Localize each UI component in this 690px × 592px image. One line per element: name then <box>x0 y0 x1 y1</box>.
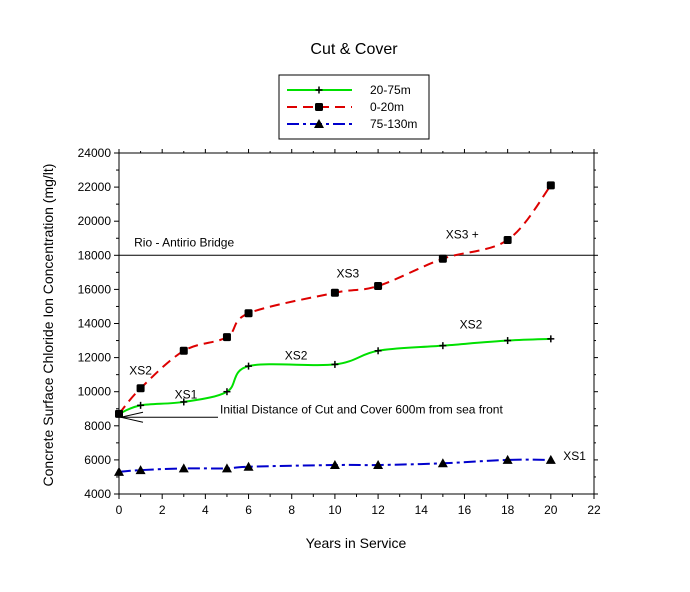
legend-entry: 0-20m <box>287 100 404 114</box>
arrow-note: Initial Distance of Cut and Cover 600m f… <box>120 402 503 423</box>
y-tick-label: 20000 <box>78 214 112 228</box>
series-20-75m <box>115 335 555 418</box>
x-tick-label: 14 <box>415 503 429 517</box>
reference-line-label: Rio - Antirio Bridge <box>134 235 234 249</box>
arrow-head <box>120 411 144 423</box>
y-tick-label: 16000 <box>78 282 112 296</box>
legend-label: 20-75m <box>370 83 411 97</box>
annotation: XS1 <box>175 388 198 402</box>
series-75-130m <box>114 454 556 476</box>
series-line <box>118 337 551 415</box>
x-axis-label: Years in Service <box>306 535 407 551</box>
annotation: XS2 <box>129 364 152 378</box>
data-point <box>137 401 145 409</box>
data-point <box>374 347 382 355</box>
data-point <box>437 458 448 468</box>
y-tick-label: 22000 <box>78 180 112 194</box>
legend-label: 0-20m <box>370 100 404 114</box>
y-tick-label: 10000 <box>78 385 112 399</box>
y-tick-label: 14000 <box>78 317 112 331</box>
data-point <box>179 346 188 355</box>
annotation: XS3 + <box>446 227 479 241</box>
series-line <box>118 458 551 473</box>
data-point <box>331 360 339 368</box>
y-axis-label: Concrete Surface Chloride Ion Concentrat… <box>40 164 56 487</box>
data-point <box>439 342 447 350</box>
data-point <box>114 466 124 476</box>
legend-marker <box>315 103 323 111</box>
x-tick-label: 20 <box>544 503 558 517</box>
y-tick-label: 8000 <box>84 419 111 433</box>
legend: 20-75m 0-20m 75-130m <box>278 74 430 140</box>
data-point <box>245 362 253 370</box>
chart-title: Cut & Cover <box>310 41 398 58</box>
data-point <box>504 337 512 345</box>
data-point <box>373 460 384 470</box>
x-tick-label: 4 <box>202 503 209 517</box>
x-tick-label: 12 <box>371 503 385 517</box>
arrow-note-label: Initial Distance of Cut and Cover 600m f… <box>220 402 503 416</box>
data-point <box>135 465 146 475</box>
data-point <box>244 309 253 318</box>
series-line <box>118 184 552 415</box>
data-point <box>222 333 231 342</box>
x-tick-label: 8 <box>288 503 295 517</box>
data-point <box>547 335 555 343</box>
y-tick-label: 24000 <box>78 146 112 160</box>
annotation: XS2 <box>285 348 308 362</box>
y-tick-label: 18000 <box>78 248 112 262</box>
x-tick-label: 16 <box>458 503 472 517</box>
x-tick-label: 6 <box>245 503 252 517</box>
y-tick-label: 6000 <box>84 453 111 467</box>
y-tick-label: 12000 <box>78 351 112 365</box>
data-point <box>115 409 123 418</box>
x-tick-label: 22 <box>587 503 601 517</box>
data-point <box>178 463 189 473</box>
data-point <box>503 235 512 244</box>
data-point <box>136 384 145 393</box>
annotation: XS2 <box>460 318 483 332</box>
legend-marker <box>315 86 323 94</box>
legend-label: 75-130m <box>370 117 417 131</box>
data-point <box>243 461 254 471</box>
y-tick-label: 4000 <box>84 487 111 501</box>
data-point <box>180 398 188 406</box>
annotation: XS1 <box>563 449 586 463</box>
x-tick-label: 10 <box>328 503 342 517</box>
data-point <box>329 460 340 470</box>
data-point <box>221 463 232 473</box>
x-tick-label: 2 <box>159 503 166 517</box>
series-0-20m <box>115 181 555 418</box>
plot-frame <box>118 152 595 495</box>
x-tick-label: 0 <box>116 503 123 517</box>
data-point <box>546 181 555 190</box>
data-point <box>374 281 383 290</box>
legend-entry: 75-130m <box>287 117 417 131</box>
legend-entry: 20-75m <box>287 83 411 97</box>
data-point <box>330 288 339 297</box>
data-point <box>438 254 447 263</box>
data-point <box>545 454 556 464</box>
legend-marker <box>314 119 324 128</box>
data-point <box>223 388 231 396</box>
annotation: XS3 <box>337 266 360 280</box>
data-point <box>502 454 513 464</box>
x-tick-label: 18 <box>501 503 515 517</box>
